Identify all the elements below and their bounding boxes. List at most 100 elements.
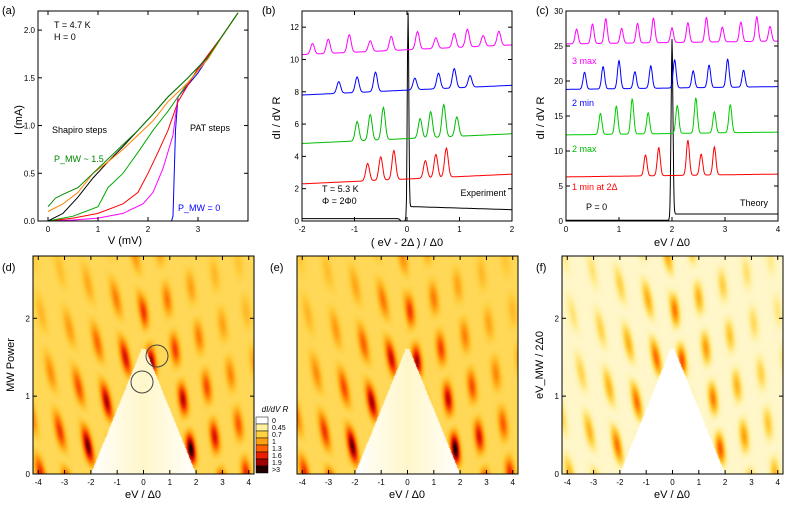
panel-c-xtick-label: 1	[617, 225, 622, 234]
panel-e-label: (e)	[270, 262, 283, 274]
didv-theory-1	[566, 38, 778, 221]
colorbar-level-label: 0.7	[272, 432, 282, 439]
panel-b-temperature: T = 5.3 K	[322, 184, 359, 194]
panel-e-xtick-label: -4	[299, 478, 307, 487]
panel-d-xtick-label: 3	[220, 478, 225, 487]
panel-f-ticks: -4 -3 -2 -1 0 1 2 3 4 0 1 2	[555, 256, 783, 487]
colorbar-swatch	[255, 465, 269, 474]
panel-e-xtick-label: -1	[378, 478, 386, 487]
panel-d-xtick-label: 0	[141, 478, 146, 487]
panel-b-ylabel: dI / dV R	[271, 97, 283, 140]
panel-c-ytick-label: 10	[554, 147, 563, 156]
panel-a-ylabel: I (mA)	[13, 105, 25, 135]
panel-c-xtick-label: 4	[776, 225, 781, 234]
panel-e-xtick-label: 2	[458, 478, 463, 487]
colorbar-title: dI/dV R	[262, 405, 289, 414]
panel-d-xtick-label: -4	[35, 478, 43, 487]
panel-a-ytick-label: 1.5	[24, 74, 36, 83]
didv-theory-2	[566, 140, 778, 178]
panel-f-ylabel: eV_MW / 2Δ0	[534, 331, 546, 399]
panel-a-shapiro-annotation: Shapiro steps	[52, 125, 108, 135]
panel-f: (f) -4 -3 -2 -1 0 1 2 3 4 0 1 2 eV / Δ0 eV_MW / 2Δ0	[534, 255, 784, 501]
panel-c-series-3max: 3 max	[572, 56, 597, 66]
panel-d-ytick-label: 2	[26, 314, 31, 323]
panel-f-ytick-label: 0	[555, 470, 560, 479]
panel-a-frame	[37, 10, 249, 222]
panel-d-ticks: -4 -3 -2 -1 0 1 2 3 4 0 1 2	[26, 256, 254, 487]
colorbar-level-label: 1	[272, 439, 276, 446]
panel-c-ylabel: dI / dV R	[535, 97, 547, 140]
panel-f-xtick-label: -4	[564, 478, 572, 487]
panel-b-xtick-label: 2	[510, 225, 515, 234]
panel-a-field: H = 0	[54, 32, 76, 42]
panel-a: (a) 0 1 2 30.00.51.01.52.0 T = 4.7 K H = 0 …	[2, 5, 249, 247]
iv-curve-1	[48, 12, 239, 221]
panel-c-ytick-label: 15	[554, 112, 563, 121]
didv-exp-5	[302, 28, 512, 56]
panel-a-ytick-label: 2.0	[24, 26, 36, 35]
panel-c-xtick-label: 3	[723, 225, 728, 234]
iv-curve-3	[47, 12, 239, 221]
didv-theory-3	[566, 97, 778, 136]
panel-a-ytick-label: 1.0	[24, 122, 36, 131]
panel-f-ytick-label: 2	[555, 314, 560, 323]
panel-b-curves	[302, 12, 512, 221]
panel-a-ticks: 0 1 2 3 0.0 0.5 1.0 1.5 2.0	[24, 11, 248, 234]
panel-a-temperature: T = 4.7 K	[54, 20, 91, 30]
panel-a-curves	[47, 12, 239, 221]
panel-c-curves	[566, 15, 778, 221]
panel-e-xtick-label: 1	[432, 478, 437, 487]
didv-exp-1	[302, 12, 512, 221]
panel-b-ytick-label: 12	[290, 23, 299, 32]
panel-c-ytick-label: 0	[559, 217, 564, 226]
panel-c-ytick-label: 30	[554, 7, 563, 16]
panel-e-xtick-label: 0	[405, 478, 410, 487]
panel-b-ytick-label: 2	[295, 185, 300, 194]
colorbar-level-label: 0	[272, 418, 276, 425]
panel-b-experiment: Experiment	[460, 188, 506, 198]
panel-d-circle-upper	[145, 344, 169, 368]
colorbar-level-label: 1.3	[272, 446, 282, 453]
panel-e-xtick-label: 3	[484, 478, 489, 487]
panel-e-xtick-label: 4	[511, 478, 516, 487]
panel-f-xtick-label: 0	[670, 478, 675, 487]
panel-d-ytick-label: 1	[26, 392, 31, 401]
panel-d-label: (d)	[2, 262, 15, 274]
panel-e-xlabel: eV / Δ0	[389, 489, 425, 501]
panel-f-xtick-label: 2	[723, 478, 728, 487]
panel-d-xtick-label: 1	[168, 478, 173, 487]
panel-a-pat-annotation: PAT steps	[190, 123, 231, 133]
colorbar-level-label: >3	[272, 467, 280, 474]
panel-b-ytick-label: 4	[295, 152, 300, 161]
panel-a-xtick-label: 1	[96, 225, 101, 234]
panel-b-ytick-label: 10	[290, 55, 299, 64]
panel-c-xtick-label: 0	[564, 225, 569, 234]
panel-d-xtick-label: -3	[61, 478, 69, 487]
colorbar-level-label: 0.45	[272, 425, 286, 432]
panel-b-flux: Φ = 2Φ0	[322, 196, 357, 206]
panel-a-xtick-label: 0	[46, 225, 51, 234]
panel-a-ytick-label: 0.0	[24, 217, 36, 226]
panel-d-circle-lower	[130, 370, 154, 394]
iv-curve-4	[47, 12, 239, 221]
panel-d-ytick-label: 0	[26, 470, 31, 479]
panel-c-label: (c)	[536, 5, 549, 17]
iv-curve-5	[47, 12, 239, 221]
colorbar-swatch	[255, 430, 269, 439]
panel-f-xtick-label: 4	[776, 478, 781, 487]
iv-curve-7	[47, 12, 239, 208]
colorbar-level-label: 1.9	[272, 460, 282, 467]
panel-f-xtick-label: -2	[616, 478, 624, 487]
didv-exp-4	[302, 67, 512, 96]
panel-b-xtick-label: -1	[351, 225, 359, 234]
panel-d-ylabel: MW Power	[5, 338, 17, 392]
panel-f-xtick-label: 1	[697, 478, 702, 487]
panel-c-ticks: 0 1 2 3 4 0 5 10 15 20 25 30	[554, 7, 781, 234]
panel-b-xtick-label: 1	[457, 225, 462, 234]
panel-b-xlabel: ( eV - 2Δ ) / Δ0	[371, 237, 443, 249]
panel-b-ytick-label: 8	[295, 88, 300, 97]
panel-f-xlabel: eV / Δ0	[654, 489, 690, 501]
colorbar-swatch	[255, 444, 269, 453]
panel-a-xtick-label: 3	[196, 225, 201, 234]
